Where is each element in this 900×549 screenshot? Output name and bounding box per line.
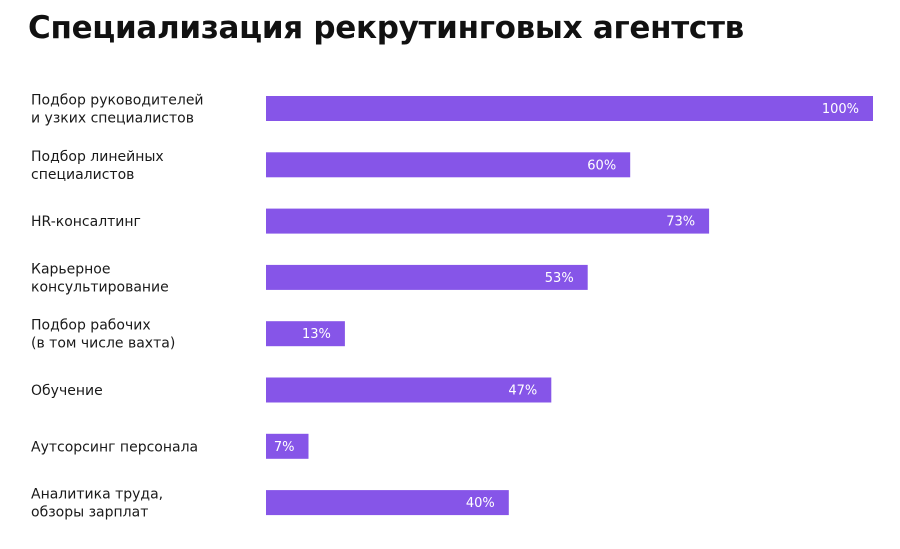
category-label-0: Подбор руководителей и узких специалистов [31, 93, 204, 127]
bar-value-label-4: 13% [302, 327, 331, 342]
bar-6 [266, 433, 309, 459]
bar-4 [266, 321, 345, 347]
category-label-line: консультирование [31, 279, 169, 295]
category-label-line: Обучение [31, 383, 103, 399]
category-label-line: Подбор линейных [31, 149, 164, 165]
bar-value-label-1: 60% [587, 158, 616, 173]
category-label-1: Подбор линейных специалистов [31, 149, 164, 183]
bar-value-label-2: 73% [666, 215, 695, 230]
category-label-line: Аутсорсинг персонала [31, 439, 198, 455]
category-label-line: (в том числе вахта) [31, 336, 175, 352]
bar-0 [266, 96, 873, 121]
category-label-7: Аналитика труда, обзоры зарплат [31, 487, 163, 521]
chart-title: Специализация рекрутинговых агентств [28, 10, 744, 46]
category-label-4: Подбор рабочих (в том числе вахта) [31, 318, 175, 352]
bar-7 [266, 490, 509, 516]
bar-value-label-6: 7% [274, 440, 295, 455]
category-label-line: Карьерное [31, 261, 111, 277]
bar-value-label-7: 40% [466, 496, 495, 511]
category-label-line: Подбор руководителей [31, 93, 204, 109]
bar-2 [266, 208, 710, 234]
category-label-6: Аутсорсинг персонала [31, 439, 198, 455]
bar-3 [266, 264, 588, 290]
category-label-line: обзоры зарплат [31, 505, 148, 521]
bar-1 [266, 152, 631, 178]
bar-5 [266, 377, 552, 403]
category-label-line: HR-консалтинг [31, 214, 141, 230]
bar-value-label-5: 47% [508, 384, 537, 399]
category-label-line: Аналитика труда, [31, 487, 163, 503]
category-label-5: Обучение [31, 383, 103, 399]
bar-value-label-0: 100% [822, 102, 859, 117]
bar-value-label-3: 53% [545, 271, 574, 286]
category-label-3: Карьерное консультирование [31, 261, 169, 295]
category-label-line: Подбор рабочих [31, 318, 151, 334]
category-label-line: и узких специалистов [31, 111, 194, 127]
category-label-2: HR-консалтинг [31, 214, 141, 230]
category-label-line: специалистов [31, 167, 134, 183]
